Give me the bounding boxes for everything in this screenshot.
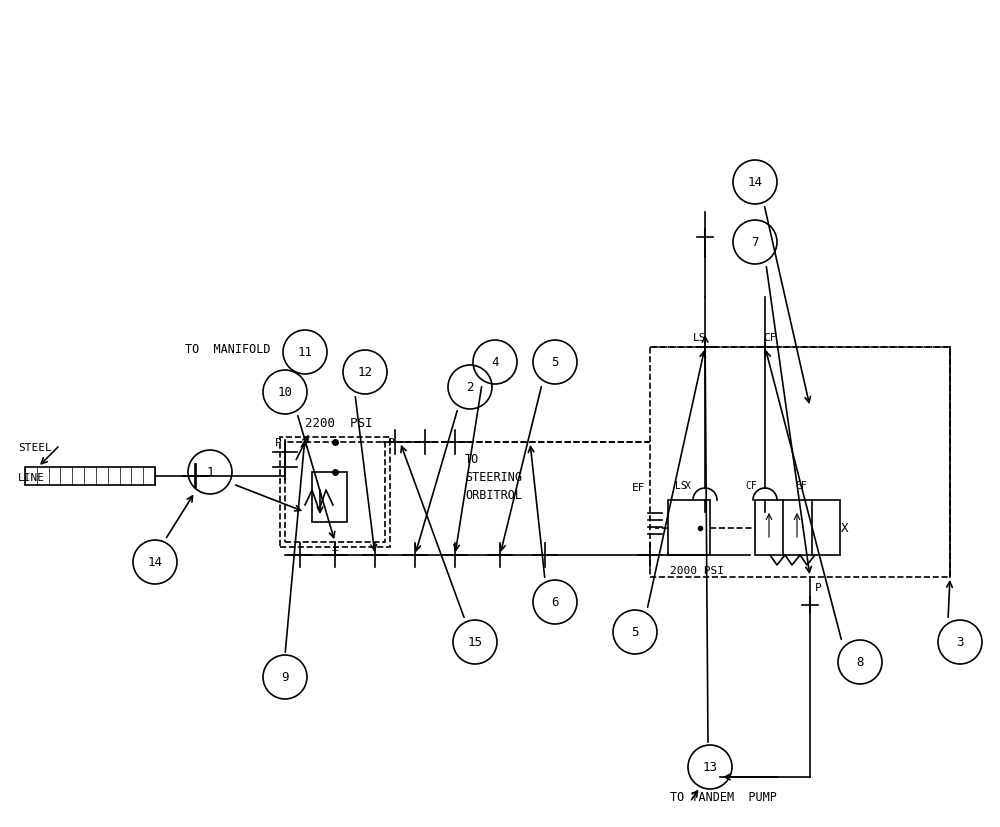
- Bar: [312, 472, 347, 523]
- Text: CF: CF: [763, 332, 777, 342]
- Text: 14: 14: [148, 556, 163, 569]
- Text: 11: 11: [298, 346, 313, 359]
- Text: 1: 1: [206, 466, 214, 479]
- Text: 2000 PSI: 2000 PSI: [670, 566, 724, 576]
- Text: TO TANDEM  PUMP: TO TANDEM PUMP: [670, 791, 777, 804]
- Bar: [25, 467, 155, 485]
- Text: 13: 13: [702, 761, 718, 773]
- Bar: [285, 442, 385, 543]
- Text: EF: EF: [795, 480, 807, 490]
- Text: 8: 8: [856, 656, 864, 669]
- Text: LS: LS: [693, 332, 707, 342]
- Bar: [755, 500, 840, 555]
- Text: T: T: [332, 549, 338, 559]
- Text: P: P: [815, 582, 822, 592]
- Text: 15: 15: [468, 636, 483, 648]
- Text: TO  MANIFOLD: TO MANIFOLD: [185, 343, 271, 356]
- Text: 9: 9: [281, 671, 289, 684]
- Bar: [280, 437, 390, 547]
- Text: 14: 14: [748, 176, 763, 189]
- Text: CF: CF: [745, 480, 757, 490]
- Text: LS: LS: [675, 480, 687, 490]
- Bar: [650, 347, 950, 577]
- Text: STEEL: STEEL: [18, 442, 52, 452]
- Text: TO
STEERING
ORBITROL: TO STEERING ORBITROL: [465, 453, 522, 502]
- Text: 5: 5: [551, 356, 559, 369]
- Text: EF: EF: [632, 482, 645, 492]
- Text: 10: 10: [278, 386, 293, 399]
- Text: X: X: [841, 522, 849, 535]
- Text: P: P: [275, 437, 282, 447]
- Text: 12: 12: [358, 366, 373, 379]
- Text: LINE: LINE: [18, 472, 45, 482]
- Text: 5: 5: [631, 626, 639, 638]
- Text: X: X: [685, 480, 691, 490]
- Text: 2: 2: [466, 381, 474, 394]
- Text: 3: 3: [956, 636, 964, 648]
- Bar: [668, 500, 710, 555]
- Text: 2200  PSI: 2200 PSI: [305, 417, 373, 429]
- Text: 7: 7: [751, 237, 759, 249]
- Text: 6: 6: [551, 595, 559, 609]
- Text: 4: 4: [491, 356, 499, 369]
- Text: P: P: [388, 437, 395, 447]
